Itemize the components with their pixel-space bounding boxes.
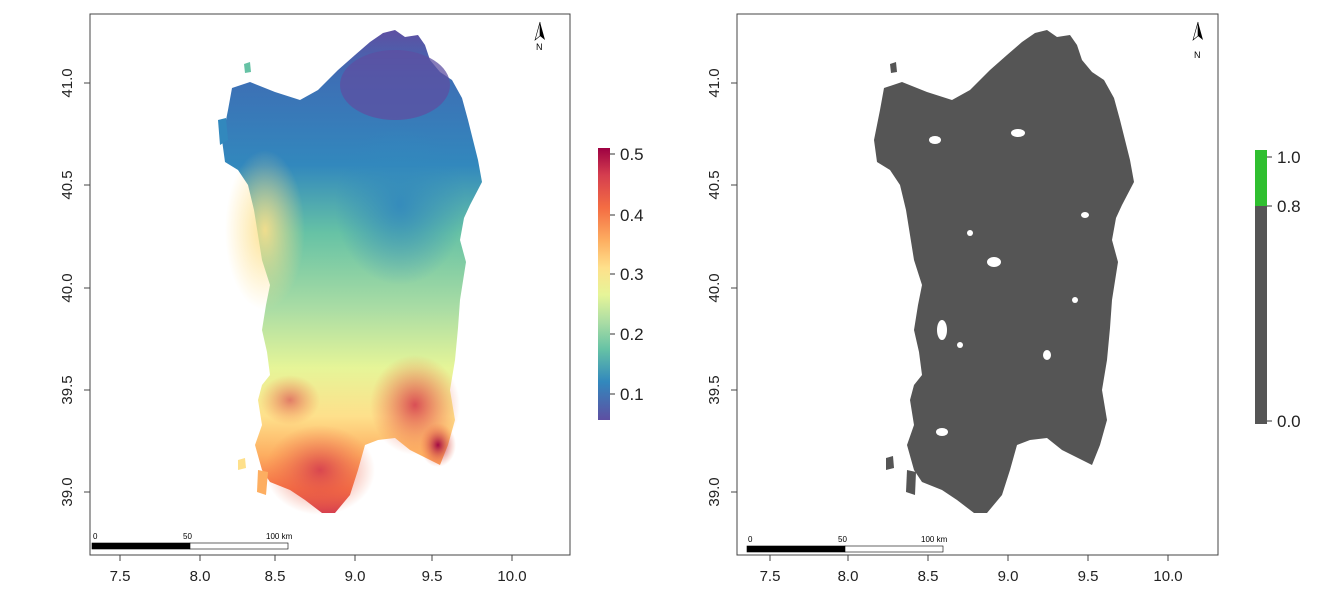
right-north-label: N bbox=[1194, 50, 1201, 60]
left-legend: 0.5 0.4 0.3 0.2 0.1 bbox=[598, 145, 644, 420]
x-tick-label: 9.5 bbox=[422, 568, 443, 585]
legend-tick-label: 1.0 bbox=[1277, 148, 1301, 167]
left-scale-bar: 0 50 100 km bbox=[91, 532, 293, 550]
left-scale-label-50: 50 bbox=[183, 532, 192, 541]
right-scale-label-0: 0 bbox=[748, 535, 753, 544]
right-scale-bar: 0 50 100 km bbox=[746, 535, 948, 553]
legend-tick-label: 0.0 bbox=[1277, 412, 1301, 431]
left-scale-label-0: 0 bbox=[93, 532, 98, 541]
x-tick-label: 7.5 bbox=[760, 568, 781, 585]
y-tick-label: 39.5 bbox=[59, 375, 76, 404]
y-tick-label: 40.0 bbox=[706, 273, 723, 302]
right-north-arrow: N bbox=[1192, 21, 1203, 60]
left-north-label: N bbox=[536, 42, 543, 52]
left-map-panel: 7.5 8.0 8.5 9.0 9.5 10.0 41.0 40.5 40.0 39.5 39.0… bbox=[59, 13, 644, 585]
right-legend: 1.0 0.8 0.0 bbox=[1255, 148, 1301, 431]
left-legend-colorbar bbox=[598, 148, 610, 420]
right-island-shape bbox=[874, 30, 1134, 513]
right-map-panel: 7.5 8.0 8.5 9.0 9.5 10.0 41.0 40.5 40.0 39.5 39.0… bbox=[706, 13, 1301, 585]
x-tick-label: 8.5 bbox=[265, 568, 286, 585]
x-tick-label: 9.0 bbox=[345, 568, 366, 585]
right-scale-label-100: 100 km bbox=[921, 535, 948, 544]
right-scale-label-50: 50 bbox=[838, 535, 847, 544]
x-tick-label: 10.0 bbox=[497, 568, 526, 585]
x-tick-label: 9.0 bbox=[998, 568, 1019, 585]
legend-tick-label: 0.3 bbox=[620, 265, 644, 284]
y-tick-label: 39.0 bbox=[706, 477, 723, 506]
left-island-shape bbox=[218, 30, 482, 515]
y-tick-label: 40.0 bbox=[59, 273, 76, 302]
legend-tick-label: 0.2 bbox=[620, 325, 644, 344]
left-north-arrow: N bbox=[534, 21, 545, 52]
legend-tick-label: 0.8 bbox=[1277, 197, 1301, 216]
x-tick-label: 8.0 bbox=[838, 568, 859, 585]
legend-tick-label: 0.4 bbox=[620, 206, 644, 225]
right-legend-bin-low bbox=[1255, 206, 1267, 424]
y-tick-label: 39.5 bbox=[706, 375, 723, 404]
left-scale-label-100: 100 km bbox=[266, 532, 293, 541]
y-tick-label: 41.0 bbox=[706, 68, 723, 97]
right-legend-bin-high bbox=[1255, 150, 1267, 206]
x-tick-label: 7.5 bbox=[110, 568, 131, 585]
x-tick-label: 10.0 bbox=[1153, 568, 1182, 585]
y-tick-label: 39.0 bbox=[59, 477, 76, 506]
legend-tick-label: 0.5 bbox=[620, 145, 644, 164]
x-tick-label: 9.5 bbox=[1078, 568, 1099, 585]
y-tick-label: 40.5 bbox=[59, 170, 76, 199]
x-tick-label: 8.5 bbox=[918, 568, 939, 585]
x-tick-label: 8.0 bbox=[190, 568, 211, 585]
y-tick-label: 41.0 bbox=[59, 68, 76, 97]
y-tick-label: 40.5 bbox=[706, 170, 723, 199]
legend-tick-label: 0.1 bbox=[620, 385, 644, 404]
